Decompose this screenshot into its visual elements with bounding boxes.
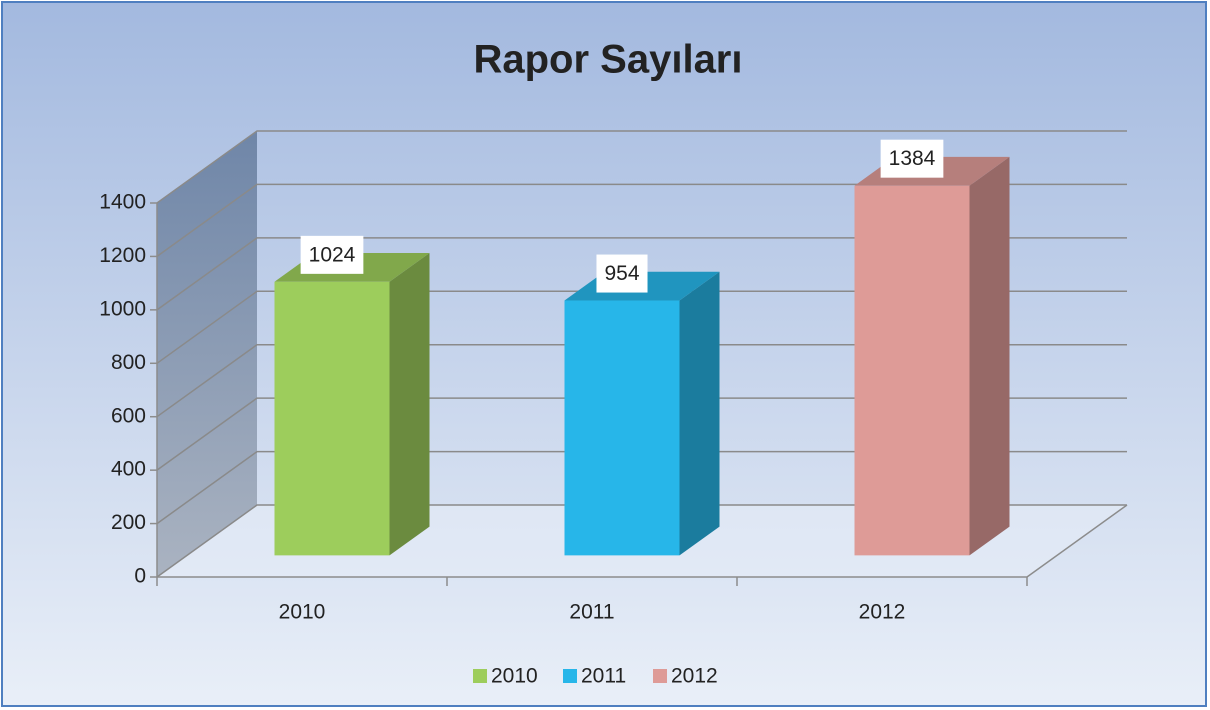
legend-swatch bbox=[563, 669, 577, 683]
bar-side bbox=[389, 253, 430, 556]
y-tick-label: 400 bbox=[111, 458, 146, 481]
bar bbox=[274, 281, 390, 556]
bar-side bbox=[679, 271, 720, 556]
y-tick-label: 200 bbox=[111, 511, 146, 534]
grid-line bbox=[156, 290, 1127, 364]
y-tick-label: 1400 bbox=[99, 191, 146, 214]
x-tick-label: 2011 bbox=[569, 601, 614, 624]
grid-line bbox=[156, 183, 1127, 258]
grid-line bbox=[156, 450, 1127, 525]
chart-title: Rapor Sayıları bbox=[473, 38, 742, 82]
side-wall bbox=[157, 131, 257, 577]
bar-side bbox=[969, 156, 1010, 556]
y-tick-label: 0 bbox=[134, 565, 146, 588]
data-label-box bbox=[880, 139, 944, 178]
x-tick-label: 2012 bbox=[859, 601, 906, 624]
legend-label: 2010 bbox=[491, 665, 538, 688]
data-label: 954 bbox=[604, 262, 639, 285]
bar bbox=[854, 185, 970, 556]
data-label: 1384 bbox=[889, 147, 936, 170]
y-tick-label: 1200 bbox=[99, 244, 146, 267]
y-tick-label: 600 bbox=[111, 404, 146, 427]
data-label: 1024 bbox=[309, 243, 356, 266]
y-tick-label: 800 bbox=[111, 351, 146, 374]
legend-label: 2011 bbox=[581, 665, 626, 688]
legend-swatch bbox=[653, 669, 667, 683]
grid-line bbox=[156, 130, 1127, 204]
data-label-box bbox=[300, 235, 364, 274]
grid-line bbox=[156, 237, 1127, 311]
grid-line bbox=[156, 397, 1127, 471]
legend-swatch bbox=[473, 669, 487, 683]
x-tick-label: 2010 bbox=[279, 601, 326, 624]
legend-label: 2012 bbox=[671, 665, 718, 688]
grid-line bbox=[156, 504, 1127, 578]
y-tick-label: 1000 bbox=[99, 297, 146, 320]
data-label-box bbox=[596, 254, 648, 293]
grid-line bbox=[156, 343, 1127, 418]
bar bbox=[564, 300, 680, 556]
